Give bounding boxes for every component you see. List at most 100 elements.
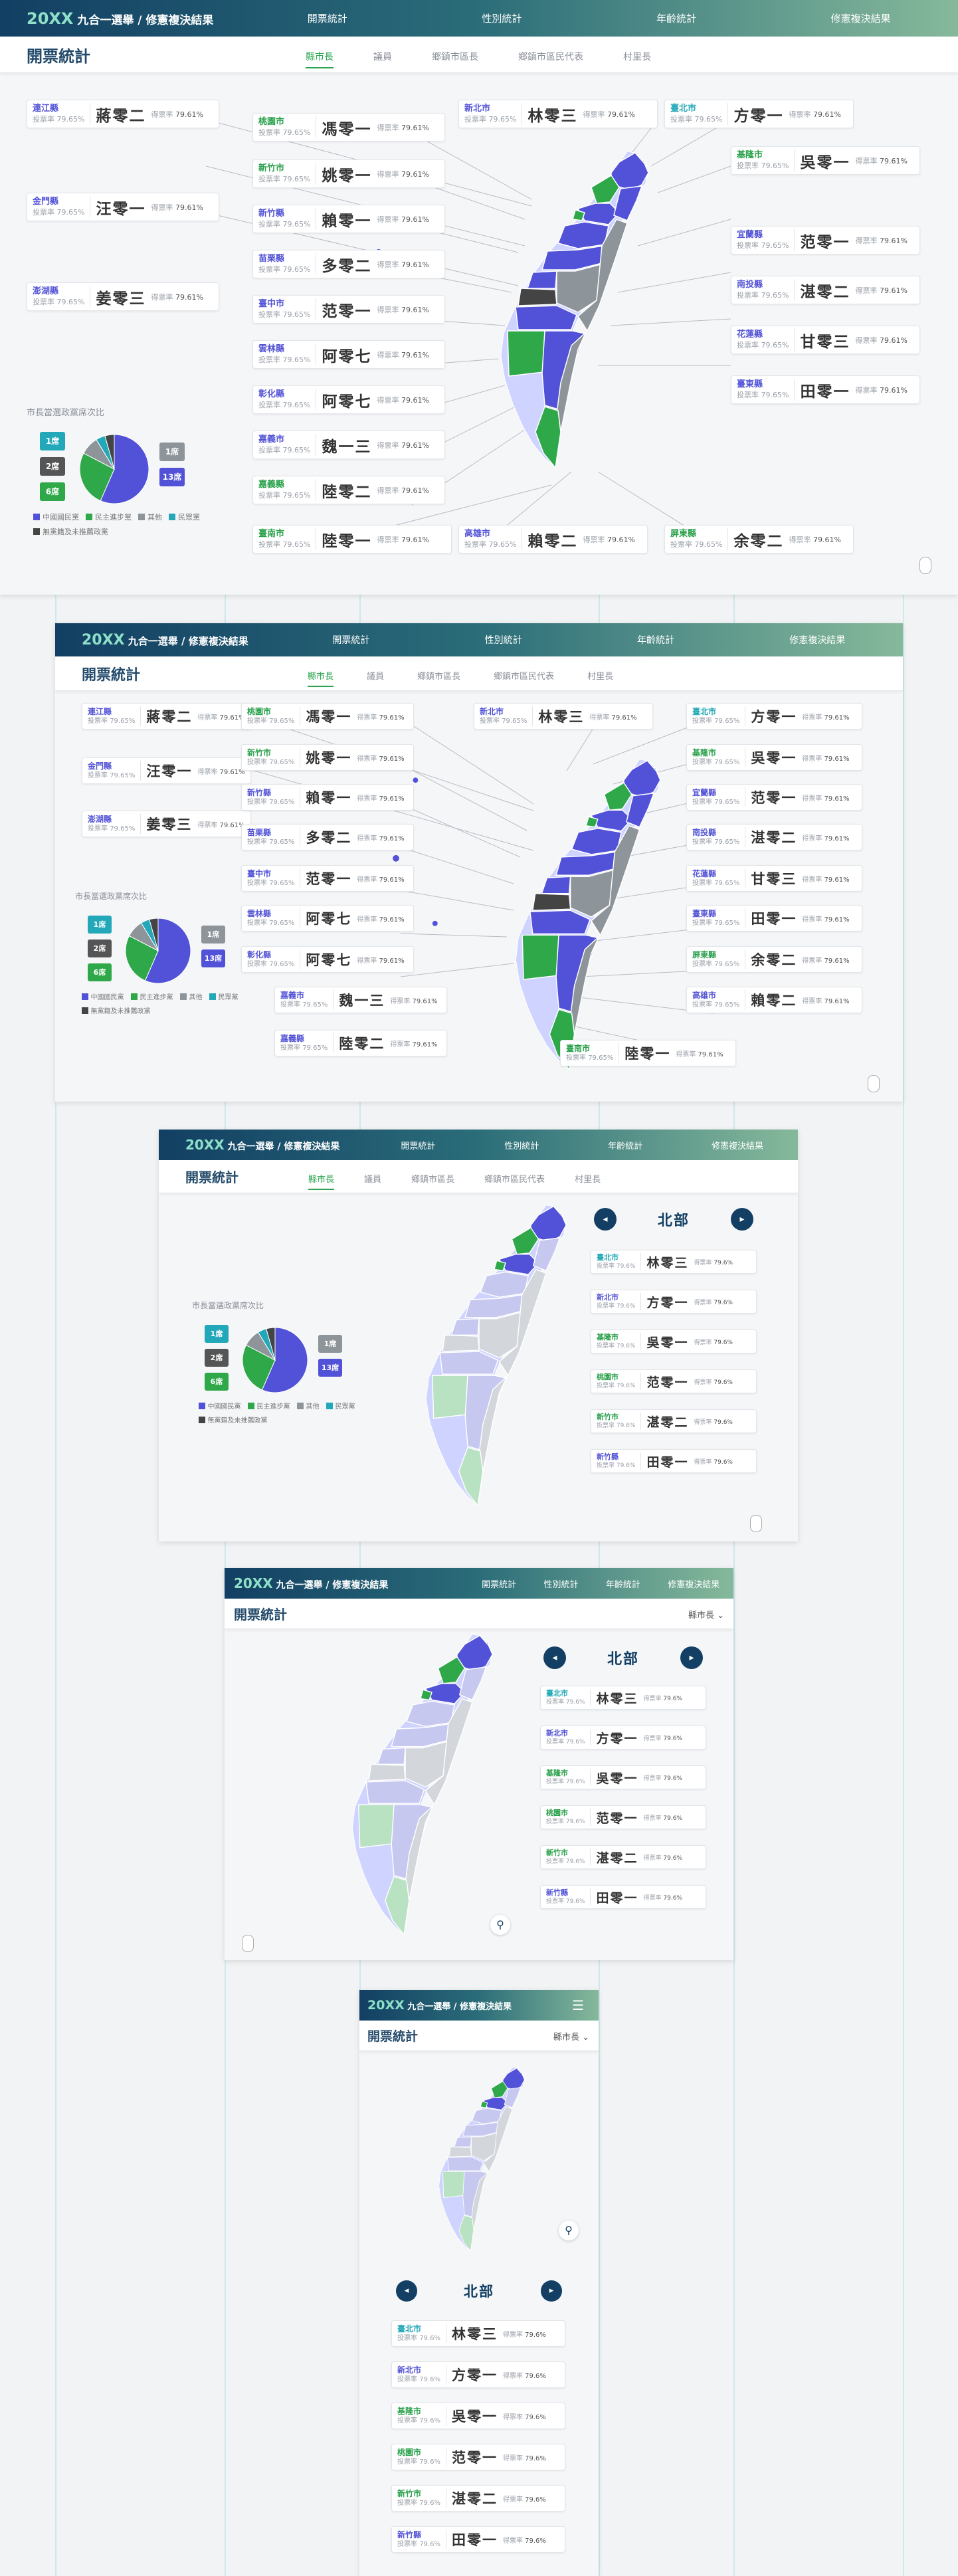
map-region-pingtung[interactable] [535,406,561,469]
county-result-card[interactable]: 桃園市 投票率 79.6% 范零一 得票率 79.6% [591,1369,757,1393]
tab-mayor[interactable]: 縣市長 [306,50,334,68]
county-result-card[interactable]: 新北市 投票率 79.6% 方零一 得票率 79.6% [391,2361,565,2388]
map-region-hsinchucity[interactable] [480,2101,488,2108]
county-result-card[interactable]: 彰化縣 投票率 79.65% 阿零七 得票率 79.61% [241,946,414,973]
map-region-yilan[interactable] [532,1237,561,1272]
map-region-hsinchucity[interactable] [493,1260,506,1272]
county-result-card[interactable]: 花蓮縣 投票率 79.65% 甘零三 得票率 79.61% [686,865,862,892]
county-result-card[interactable]: 桃園市 投票率 79.65% 馮零一 得票率 79.61% [252,113,445,142]
county-result-card[interactable]: 新竹市 投票率 79.6% 湛零二 得票率 79.6% [591,1409,757,1433]
map-region-taoyuan[interactable] [603,782,632,811]
tab-mayor[interactable]: 縣市長 [308,669,334,687]
map-region-pingtung[interactable] [384,1876,410,1936]
map-region-yunlin[interactable] [518,288,557,306]
map-region-tainan[interactable] [522,934,559,980]
taiwan-map[interactable] [375,146,678,478]
tab-councilor[interactable]: 議員 [373,52,392,62]
county-result-card[interactable]: 新北市 投票率 79.6% 方零一 得票率 79.6% [591,1290,757,1314]
tab-village-chief[interactable]: 村里長 [587,672,614,682]
map-region-changhua[interactable] [526,270,557,289]
county-result-card[interactable]: 花蓮縣 投票率 79.65% 甘零三 得票率 79.61% [731,326,920,354]
county-result-card[interactable]: 桃園市 投票率 79.6% 范零一 得票率 79.6% [540,1805,706,1829]
county-result-card[interactable]: 嘉義縣 投票率 79.65% 陸零二 得票率 79.61% [252,476,445,504]
tab-township-rep[interactable]: 鄉鎮市區民代表 [494,672,555,682]
tab-township-chief[interactable]: 鄉鎮市區長 [411,1175,455,1185]
county-result-card[interactable]: 臺南市 投票率 79.65% 陸零一 得票率 79.61% [252,525,452,553]
map-island-1[interactable] [393,854,399,862]
county-result-card[interactable]: 彰化縣 投票率 79.65% 阿零七 得票率 79.61% [252,385,445,414]
county-result-card[interactable]: 基隆市 投票率 79.6% 吳零一 得票率 79.6% [540,1765,706,1789]
taiwan-map[interactable] [331,1629,520,1945]
map-region-chiayi[interactable] [529,910,591,935]
nav-gender[interactable]: 性別統計 [482,13,522,25]
county-result-card[interactable]: 南投縣 投票率 79.65% 湛零二 得票率 79.61% [686,824,862,850]
tab-village-chief[interactable]: 村里長 [623,52,651,62]
county-result-card[interactable]: 新竹市 投票率 79.65% 姚零一 得票率 79.61% [241,744,414,771]
county-result-card[interactable]: 苗栗縣 投票率 79.65% 多零二 得票率 79.61% [241,824,414,850]
county-result-card[interactable]: 宜蘭縣 投票率 79.65% 范零一 得票率 79.61% [686,784,862,811]
county-result-card[interactable]: 新竹縣 投票率 79.65% 賴零一 得票率 79.61% [252,205,445,233]
county-result-card[interactable]: 桃園市 投票率 79.6% 范零一 得票率 79.6% [391,2444,565,2470]
map-region-chiayi[interactable] [365,1780,425,1804]
map-region-taoyuan[interactable] [437,1656,466,1684]
nav-referendum[interactable]: 修憲複決結果 [712,1141,764,1151]
county-result-card[interactable]: 新竹縣 投票率 79.65% 賴零一 得票率 79.61% [241,784,414,811]
county-result-card[interactable]: 嘉義市 投票率 79.65% 魏一三 得票率 79.61% [252,431,445,459]
map-region-yilan[interactable] [458,1666,487,1701]
map-region-miaoli[interactable] [571,827,622,855]
map-region-hualien[interactable] [591,825,640,936]
map-region-yilan[interactable] [504,2087,522,2108]
map-region-chiayi[interactable] [515,305,577,330]
map-region-changhua[interactable] [450,1318,480,1336]
menu-icon[interactable]: ☰ [572,1997,584,2013]
tab-township-chief[interactable]: 鄉鎮市區長 [417,672,461,682]
map-region-tainan[interactable] [442,2171,465,2199]
county-result-card[interactable]: 新竹市 投票率 79.65% 姚零一 得票率 79.61% [252,159,445,188]
county-result-card[interactable]: 嘉義市 投票率 79.65% 魏一三 得票率 79.61% [274,987,447,1013]
election-type-dropdown[interactable]: 縣市長 ⌄ [688,1608,724,1621]
nav-gender[interactable]: 性別統計 [504,1141,539,1151]
map-region-miaoli[interactable] [557,221,609,249]
site-logo[interactable]: 20XX 九合一選舉 / 修憲複決結果 [27,9,213,28]
nav-age[interactable]: 年齡統計 [608,1141,643,1151]
county-result-card[interactable]: 澎湖縣 投票率 79.65% 姜零三 得票率 79.61% [27,282,219,311]
map-region-hsinchucity[interactable] [585,816,599,828]
county-result-card[interactable]: 高雄市 投票率 79.65% 賴零二 得票率 79.61% [686,987,862,1013]
taiwan-map[interactable] [393,754,689,1080]
nav-vote-count[interactable]: 開票統計 [482,1579,517,1590]
county-result-card[interactable]: 金門縣 投票率 79.65% 汪零一 得票率 79.61% [27,193,219,221]
county-result-card[interactable]: 新竹縣 投票率 79.6% 田零一 得票率 79.6% [391,2526,565,2553]
county-result-card[interactable]: 苗栗縣 投票率 79.65% 多零二 得票率 79.61% [252,250,445,278]
scroll-indicator[interactable] [868,1075,880,1092]
county-result-card[interactable]: 宜蘭縣 投票率 79.65% 范零一 得票率 79.61% [731,226,920,254]
county-result-card[interactable]: 臺北市 投票率 79.65% 方零一 得票率 79.61% [686,703,862,730]
map-region-changhua[interactable] [541,876,571,894]
site-logo[interactable]: 20XX 九合一選舉 / 修憲複決結果 [234,1575,388,1591]
prev-region-button[interactable]: ◂ [396,2280,417,2302]
map-region-hsinchucity[interactable] [572,209,585,221]
site-logo[interactable]: 20XX 九合一選舉 / 修憲複決結果 [185,1137,339,1153]
county-result-card[interactable]: 高雄市 投票率 79.65% 賴零二 得票率 79.61% [458,525,648,553]
map-region-yunlin[interactable] [448,2146,472,2157]
next-region-button[interactable]: ▸ [680,1646,703,1669]
county-result-card[interactable]: 臺北市 投票率 79.65% 方零一 得票率 79.61% [664,100,854,128]
map-region-hualien[interactable] [577,219,628,332]
taiwan-map[interactable] [426,2064,541,2257]
county-result-card[interactable]: 澎湖縣 投票率 79.65% 姜零三 得票率 79.61% [82,811,251,837]
map-region-hualien[interactable] [425,1698,473,1806]
map-region-miaoli[interactable] [406,1700,456,1728]
county-result-card[interactable]: 基隆市 投票率 79.6% 吳零一 得票率 79.6% [391,2403,565,2429]
locate-icon[interactable]: ⚲ [490,1915,510,1935]
nav-age[interactable]: 年齡統計 [636,635,674,646]
nav-gender[interactable]: 性別統計 [543,1579,579,1590]
county-result-card[interactable]: 基隆市 投票率 79.65% 吳零一 得票率 79.61% [686,744,862,771]
nav-vote-count[interactable]: 開票統計 [332,635,370,646]
prev-region-button[interactable]: ◂ [594,1208,617,1231]
county-result-card[interactable]: 新竹縣 投票率 79.6% 田零一 得票率 79.6% [591,1449,757,1473]
map-island-0[interactable] [413,777,419,783]
map-region-chiayi[interactable] [446,2156,484,2171]
county-result-card[interactable]: 雲林縣 投票率 79.65% 阿零七 得票率 79.61% [252,340,445,369]
map-region-taoyuan[interactable] [491,2080,508,2098]
tab-village-chief[interactable]: 村里長 [575,1175,601,1185]
county-result-card[interactable]: 臺中市 投票率 79.65% 范零一 得票率 79.61% [241,865,414,892]
